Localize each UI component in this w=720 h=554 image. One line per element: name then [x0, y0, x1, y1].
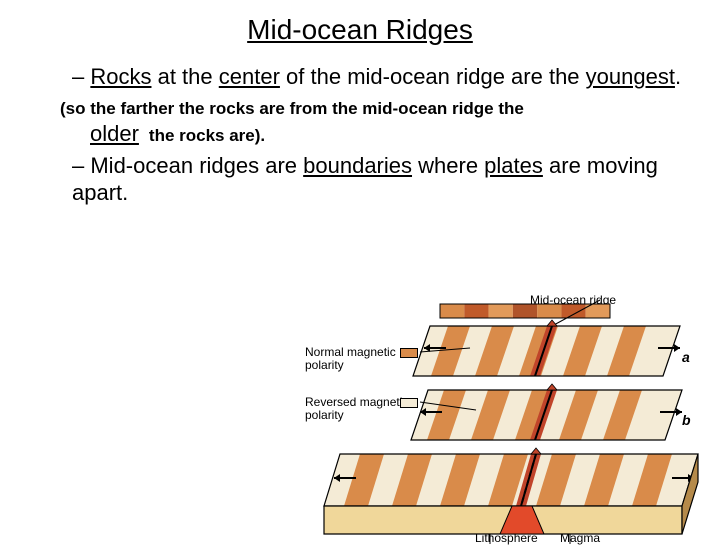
bullet1-youngest: youngest	[586, 64, 675, 89]
page-title: Mid-ocean Ridges	[0, 14, 720, 46]
t: .	[675, 64, 681, 89]
dash: –	[72, 153, 90, 178]
bullet2-plates: plates	[484, 153, 543, 178]
paren-line2: older the rocks are).	[60, 120, 690, 148]
dash: –	[72, 64, 90, 89]
paren-note: (so the farther the rocks are from the m…	[60, 98, 690, 147]
older-word: older	[90, 120, 139, 148]
paren-rest: the rocks are).	[149, 126, 265, 145]
t: where	[412, 153, 484, 178]
t: of the mid-ocean ridge are the	[280, 64, 586, 89]
bullet2-boundaries: boundaries	[303, 153, 412, 178]
bullet1-rocks: Rocks	[90, 64, 151, 89]
t: Mid-ocean ridges are	[90, 153, 303, 178]
bullet1-center: center	[219, 64, 280, 89]
bullet-2: – Mid-ocean ridges are boundaries where …	[72, 153, 690, 206]
paren-line1: (so the farther the rocks are from the m…	[60, 98, 690, 119]
seafloor-spreading-diagram	[300, 298, 710, 548]
bullet-1: – Rocks at the center of the mid-ocean r…	[72, 64, 690, 90]
t: at the	[151, 64, 218, 89]
